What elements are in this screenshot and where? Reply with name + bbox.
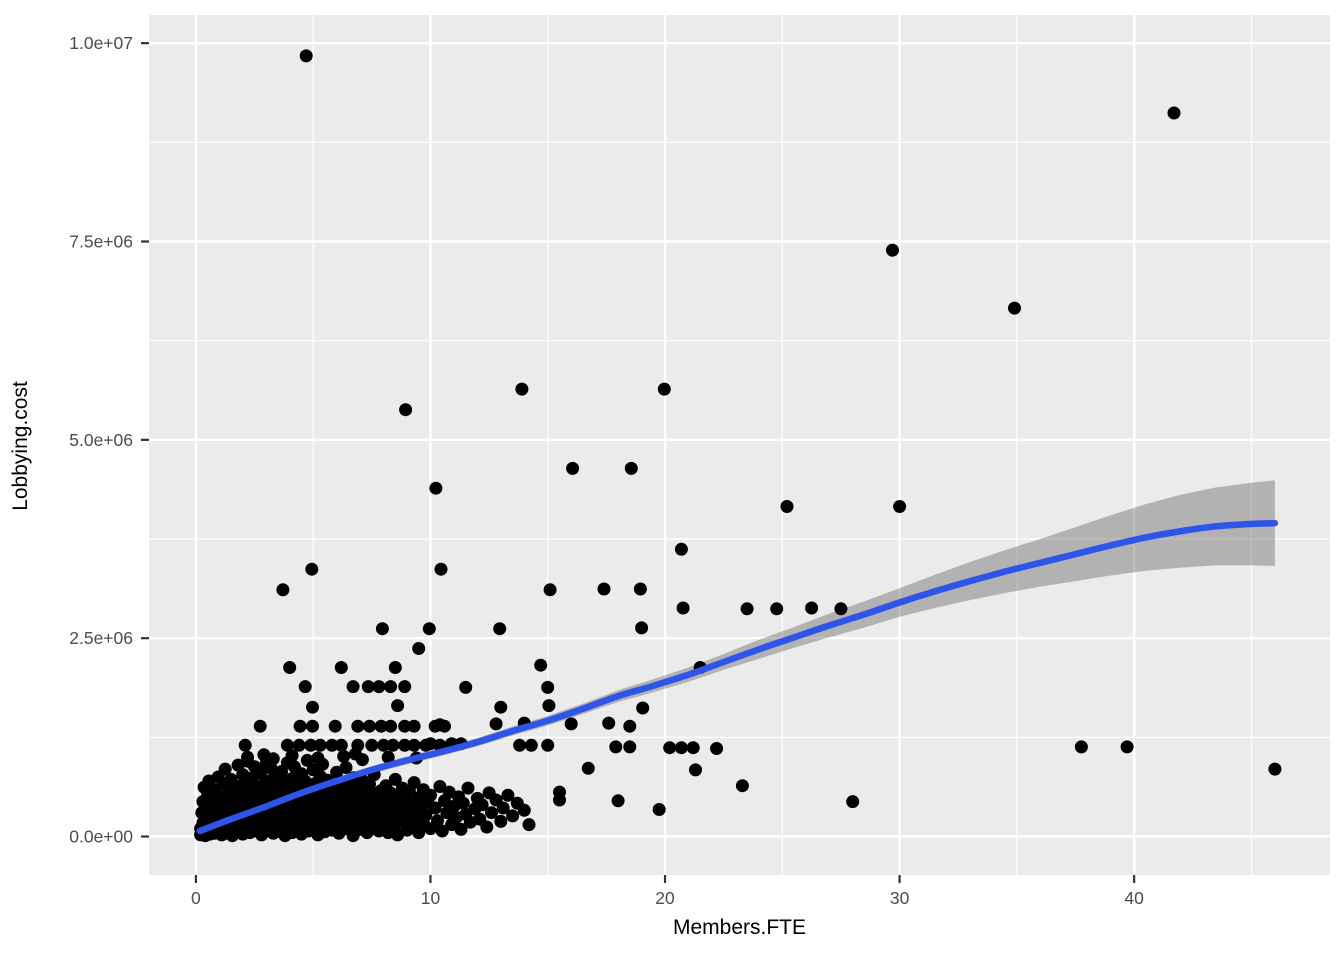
x-tick-label: 40: [1124, 888, 1144, 908]
y-tick-label: 1.0e+07: [69, 33, 133, 53]
y-tick-label: 2.5e+06: [69, 628, 133, 648]
y-axis-ticks: 0.0e+00 2.5e+06 5.0e+06 7.5e+06 1.0e+07: [69, 33, 149, 847]
y-axis-title: Lobbying.cost: [9, 381, 32, 511]
smooth-line: [196, 519, 1279, 835]
x-axis-title: Members.FTE: [672, 916, 806, 939]
scatter-points: [194, 49, 1282, 843]
y-tick-label: 0.0e+00: [69, 827, 133, 847]
x-tick-label: 0: [191, 888, 201, 908]
y-tick-label: 7.5e+06: [69, 232, 133, 252]
major-gridlines: [149, 15, 1330, 875]
x-tick-label: 30: [890, 888, 910, 908]
x-tick-label: 20: [655, 888, 675, 908]
x-axis-ticks: 0 10 20 30 40: [191, 875, 1144, 908]
x-tick-label: 10: [421, 888, 441, 908]
y-tick-label: 5.0e+06: [69, 430, 133, 450]
